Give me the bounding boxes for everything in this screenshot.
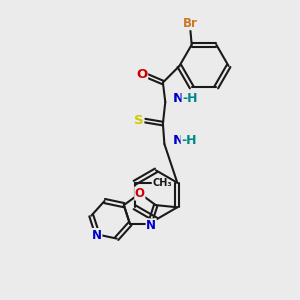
Text: -H: -H: [182, 92, 198, 105]
Text: -H: -H: [181, 134, 197, 147]
Text: O: O: [136, 68, 148, 81]
Text: O: O: [135, 187, 145, 200]
Text: N: N: [146, 219, 156, 232]
Text: N: N: [92, 229, 102, 242]
Text: N: N: [172, 134, 184, 147]
Text: N: N: [173, 92, 184, 105]
Text: Br: Br: [183, 16, 198, 30]
Text: S: S: [134, 114, 144, 127]
Text: CH₃: CH₃: [153, 178, 172, 188]
